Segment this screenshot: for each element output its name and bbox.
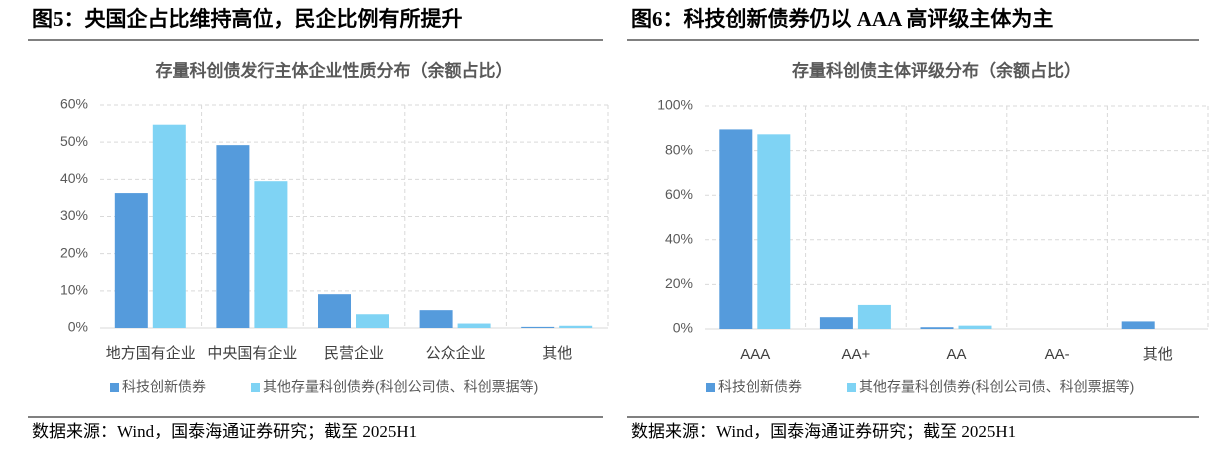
bar xyxy=(857,304,891,329)
y-tick-label: 100% xyxy=(657,97,693,113)
bar xyxy=(1121,321,1155,329)
bar xyxy=(152,124,186,328)
x-tick-label: AA xyxy=(946,346,966,363)
bar xyxy=(114,193,148,328)
chart-title: 存量科创债发行主体企业性质分布（余额占比） xyxy=(156,60,513,80)
x-tick-label: AA+ xyxy=(842,346,871,363)
chart-title: 存量科创债主体评级分布（余额占比） xyxy=(792,60,1081,80)
y-tick-label: 60% xyxy=(665,186,693,202)
bar xyxy=(757,134,791,329)
source-note: 数据来源：Wind，国泰海通证券研究；截至 2025H1 xyxy=(631,422,1016,441)
y-tick-label: 80% xyxy=(665,141,693,157)
bar xyxy=(318,294,351,328)
bar xyxy=(521,326,555,328)
legend-label: 其他存量科创债券(科创公司债、科创票据等) xyxy=(263,379,538,395)
y-tick-label: 0% xyxy=(673,320,693,336)
bar xyxy=(920,327,954,329)
y-tick-label: 50% xyxy=(60,133,88,149)
y-tick-label: 20% xyxy=(665,275,693,291)
bar xyxy=(719,129,753,329)
bar xyxy=(419,310,453,328)
legend-label: 其他存量科创债券(科创公司债、科创票据等) xyxy=(859,379,1134,395)
legend-swatch xyxy=(706,383,715,392)
x-tick-label: 其他 xyxy=(542,345,572,362)
x-tick-label: 公众企业 xyxy=(426,344,486,362)
legend-swatch xyxy=(847,383,856,392)
bar xyxy=(216,145,250,328)
bar xyxy=(559,325,593,328)
y-tick-label: 60% xyxy=(60,96,88,112)
bar xyxy=(958,325,992,329)
bar xyxy=(457,323,491,328)
source-note: 数据来源：Wind，国泰海通证券研究；截至 2025H1 xyxy=(32,422,417,441)
legend-label: 科技创新债券 xyxy=(718,379,802,395)
x-tick-label: AAA xyxy=(740,346,770,363)
y-tick-label: 30% xyxy=(60,207,88,223)
y-tick-label: 20% xyxy=(60,244,88,260)
x-tick-label: 地方国有企业 xyxy=(106,344,196,362)
legend-swatch xyxy=(110,383,119,392)
x-tick-label: 民营企业 xyxy=(324,344,384,362)
figure-title: 图5：央国企占比维持高位，民企比例有所提升 xyxy=(32,7,463,31)
bar xyxy=(254,181,288,328)
y-tick-label: 40% xyxy=(665,231,693,247)
y-tick-label: 40% xyxy=(60,170,88,186)
legend-swatch xyxy=(251,383,260,392)
x-tick-label: 其他 xyxy=(1143,346,1173,363)
bar xyxy=(356,314,389,328)
y-tick-label: 0% xyxy=(68,319,88,335)
x-tick-label: 中央国有企业 xyxy=(207,344,297,362)
x-tick-label: AA- xyxy=(1045,346,1070,363)
y-tick-label: 10% xyxy=(60,282,88,298)
bar xyxy=(819,317,853,329)
legend-label: 科技创新债券 xyxy=(122,379,206,395)
figure-title: 图6：科技创新债券仍以 AAA 高评级主体为主 xyxy=(631,7,1053,31)
